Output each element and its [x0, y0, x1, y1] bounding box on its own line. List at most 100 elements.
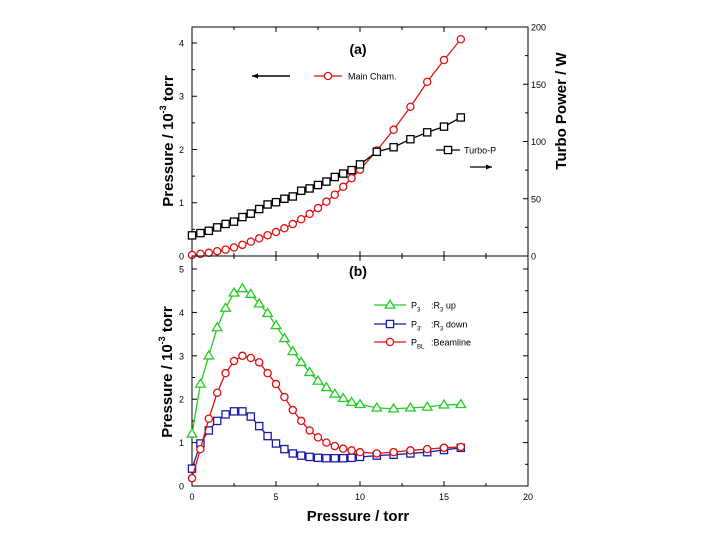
data-point — [228, 286, 240, 297]
x-tick-label: 10 — [355, 492, 365, 502]
data-point — [212, 223, 222, 232]
data-point — [212, 388, 222, 397]
panel-a: (a) Pressure / 10-3 torr Turbo Power / W… — [158, 23, 570, 262]
data-point — [322, 453, 331, 463]
data-point — [271, 197, 281, 207]
data-point — [355, 160, 365, 169]
y-tick-label: 4 — [179, 38, 184, 48]
data-point — [305, 452, 314, 462]
data-point — [202, 349, 215, 360]
data-point — [280, 194, 289, 203]
data-point — [229, 217, 239, 226]
data-point — [204, 414, 214, 423]
data-point — [305, 426, 314, 435]
data-point — [370, 401, 383, 412]
data-point — [422, 77, 432, 87]
legend-label: P3':R3 down — [411, 320, 467, 333]
data-point — [254, 204, 264, 214]
data-point — [305, 184, 314, 193]
legend-marker — [323, 71, 333, 81]
data-point — [246, 237, 256, 246]
data-point — [286, 345, 299, 356]
panel-b-y-title: Pressure / 10-3 torr — [157, 306, 176, 438]
data-point — [347, 453, 356, 463]
data-point — [296, 451, 306, 460]
data-point — [263, 368, 272, 378]
data-point — [296, 215, 306, 224]
data-point — [296, 416, 306, 426]
data-point — [221, 410, 230, 419]
data-point — [305, 209, 314, 219]
data-point — [246, 412, 256, 421]
data-point — [212, 246, 222, 256]
data-point — [454, 398, 467, 409]
data-point — [246, 209, 256, 218]
y2-tick-label: 0 — [531, 252, 536, 262]
data-point — [406, 446, 415, 455]
data-point — [253, 297, 266, 308]
data-point — [204, 226, 214, 236]
data-point — [212, 416, 222, 426]
y-tick-label: 4 — [179, 308, 184, 318]
data-point — [406, 134, 415, 144]
data-point — [278, 332, 291, 343]
x-tick-label: 5 — [273, 492, 278, 502]
data-point — [238, 351, 247, 361]
data-point — [338, 169, 348, 178]
data-point — [254, 234, 264, 243]
legend-label: Main Cham. — [348, 72, 397, 82]
data-point — [372, 449, 382, 458]
data-point — [456, 113, 466, 122]
data-point — [280, 444, 289, 454]
panel-a-y-title: Pressure / 10-3 torr — [158, 75, 177, 207]
data-point — [404, 401, 417, 412]
panel-b-x-title: Pressure / torr — [307, 508, 410, 525]
data-point — [221, 219, 230, 229]
data-point — [263, 230, 272, 240]
data-point — [246, 353, 256, 363]
data-point — [280, 224, 289, 233]
data-point — [439, 55, 449, 65]
data-point — [270, 319, 282, 330]
data-point — [196, 444, 205, 454]
data-point — [296, 186, 306, 195]
data-point — [372, 147, 382, 157]
data-point — [313, 453, 323, 463]
data-point — [238, 240, 247, 250]
data-point — [456, 442, 466, 452]
legend-marker — [385, 337, 395, 347]
data-point — [194, 377, 207, 388]
legend-pbl: PBL:Beamline — [374, 338, 471, 351]
data-point — [322, 177, 331, 186]
data-point — [338, 182, 348, 192]
data-point — [328, 387, 341, 398]
data-point — [338, 444, 348, 453]
data-point — [254, 421, 264, 431]
y2-tick-label: 150 — [531, 80, 546, 90]
data-point — [347, 173, 356, 183]
series-pbl — [187, 351, 466, 483]
data-point — [187, 231, 197, 240]
data-point — [280, 392, 289, 402]
data-point — [295, 356, 308, 367]
x-tick-label: 0 — [189, 492, 194, 502]
data-point — [263, 200, 272, 209]
y-tick-label: 5 — [179, 265, 184, 275]
legend-label: PBL:Beamline — [411, 338, 471, 351]
data-point — [313, 203, 323, 213]
data-point — [211, 321, 224, 332]
y-tick-label: 3 — [179, 92, 184, 102]
data-point — [204, 248, 214, 258]
data-point — [389, 447, 398, 457]
data-point — [422, 128, 432, 137]
data-point — [271, 379, 281, 389]
legend-marker — [385, 319, 395, 329]
y-tick-label: 3 — [179, 351, 184, 361]
data-point — [320, 381, 333, 392]
data-point — [354, 398, 366, 409]
legend-main-cham: Main Cham. — [314, 72, 397, 82]
data-point — [438, 398, 450, 409]
data-point — [221, 245, 230, 254]
legend-marker — [384, 298, 396, 309]
data-point — [439, 122, 449, 131]
